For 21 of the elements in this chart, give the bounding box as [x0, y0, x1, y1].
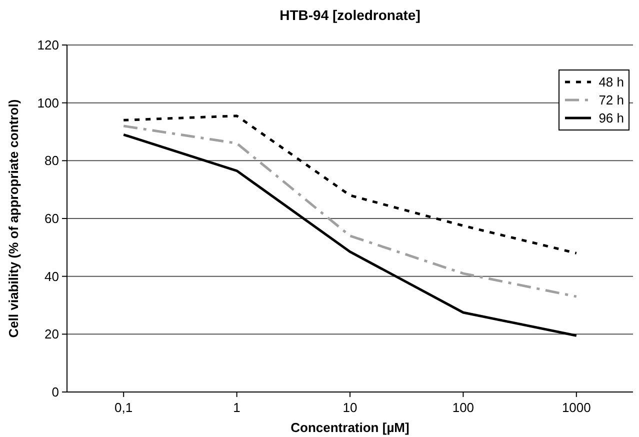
x-axis-title: Concentration [µM] [290, 420, 410, 435]
x-tick-label: 100 [452, 400, 474, 415]
y-tick-label: 60 [44, 211, 59, 226]
y-tick-label: 20 [44, 326, 59, 342]
x-tick-label: 0,1 [114, 400, 133, 415]
legend-label: 72 h [598, 92, 624, 108]
y-tick-label: 0 [52, 384, 59, 400]
line-series [122, 114, 578, 254]
x-tick-label: 1000 [562, 400, 591, 415]
line-series [122, 133, 578, 337]
y-axis-title: Cell viability (% of appropriate control) [6, 99, 21, 338]
legend-label: 96 h [598, 110, 624, 126]
chart-title: HTB-94 [zoledronate] [280, 7, 420, 23]
line-series [122, 124, 578, 298]
y-tick-label: 80 [44, 153, 59, 168]
legend-label: 48 h [598, 74, 624, 90]
y-tick-label: 120 [37, 38, 59, 53]
y-tick-label: 40 [44, 268, 59, 284]
y-tick-label: 100 [37, 95, 59, 110]
x-tick-label: 1 [233, 400, 240, 415]
x-tick-label: 10 [342, 400, 358, 415]
